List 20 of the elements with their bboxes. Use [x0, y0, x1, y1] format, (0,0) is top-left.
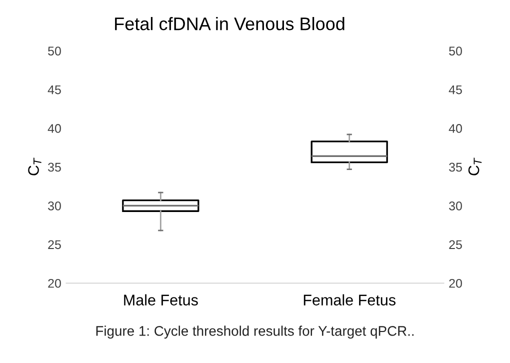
caption: Figure 1: Cycle threshold results for Y-target qPCR.. — [96, 326, 414, 339]
y-tick-label: 20 — [48, 278, 61, 288]
y-tick-label: 45 — [48, 85, 61, 94]
y-tick-label: 50 — [48, 46, 61, 56]
y2-tick-label: 50 — [449, 46, 462, 56]
y2-tick-label: 25 — [449, 240, 462, 250]
y2-tick-label: 20 — [449, 278, 462, 288]
x-tick-label: Male Fetus — [124, 294, 198, 306]
y2-tick-label: 40 — [448, 124, 462, 133]
y-tick-label: 30 — [48, 202, 61, 210]
y-tick-label: 25 — [48, 240, 61, 250]
y-tick-label: 35 — [48, 162, 61, 172]
y-axis-title: C$_{T}$ — [28, 158, 42, 176]
y2-axis-title: C$_{T}$ — [468, 158, 482, 176]
y2-tick-label: 30 — [449, 202, 462, 210]
y-tick-label: 40 — [48, 124, 61, 133]
y2-tick-label: 45 — [448, 85, 462, 94]
chart-title: Fetal cfDNA in Venous Blood — [115, 16, 344, 30]
x-tick-label: Female Fetus — [304, 294, 396, 306]
y2-tick-label: 35 — [449, 162, 462, 172]
